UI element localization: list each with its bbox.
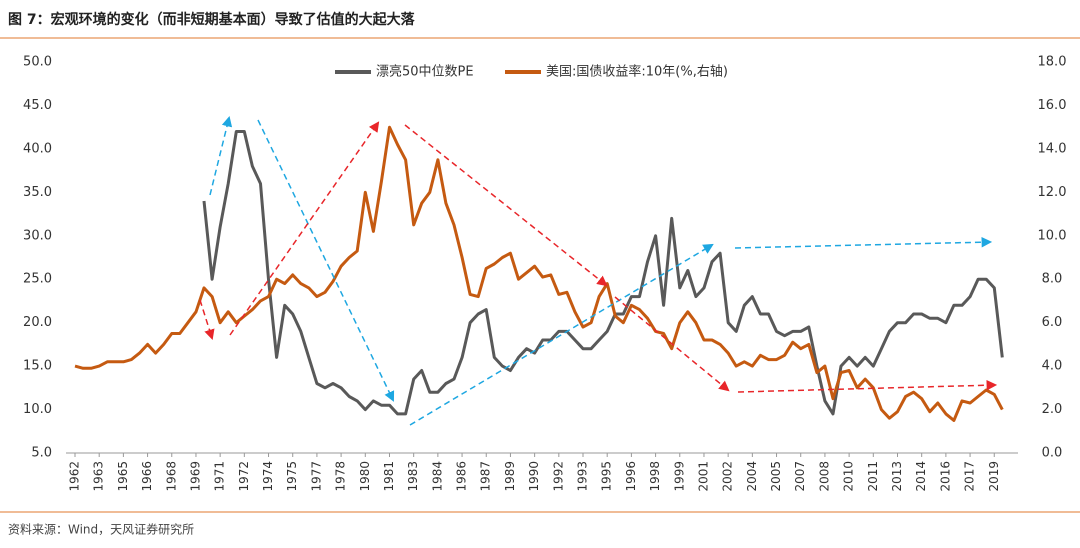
- arrow: [404, 124, 608, 287]
- y2-tick-label: 16.0: [1038, 98, 1067, 113]
- x-tick-label: 2017: [963, 461, 977, 492]
- arrow: [229, 121, 380, 336]
- annotations: [199, 115, 998, 426]
- x-tick-label: 2008: [817, 461, 831, 492]
- y-tick-label: 45.0: [23, 98, 52, 113]
- series-line: [202, 130, 1004, 416]
- arrow: [209, 115, 233, 196]
- y-tick-label: 50.0: [23, 55, 52, 70]
- x-tick-label: 2002: [721, 461, 735, 492]
- x-tick-label: 1980: [358, 461, 372, 492]
- x-tick-label: 2005: [769, 461, 783, 492]
- y2-tick-label: 14.0: [1038, 141, 1067, 156]
- x-tick-label: 2019: [987, 461, 1001, 492]
- x-tick-label: 2007: [793, 461, 807, 492]
- y-tick-label: 5.0: [31, 446, 52, 461]
- y2-tick-label: 8.0: [1042, 272, 1063, 287]
- x-tick-label: 1981: [382, 461, 396, 492]
- x-tick-label: 1996: [624, 461, 638, 492]
- arrow: [409, 243, 714, 426]
- series-line: [74, 125, 1004, 422]
- x-tick-label: 2001: [696, 461, 710, 492]
- y2-tick-label: 18.0: [1038, 55, 1067, 70]
- x-tick-label: 2004: [745, 461, 759, 492]
- x-tick-label: 1989: [503, 461, 517, 492]
- x-tick-label: 1999: [672, 461, 686, 492]
- x-tick-label: 1974: [261, 461, 275, 492]
- x-tick-label: 1992: [551, 461, 565, 492]
- y2-tick-label: 6.0: [1042, 315, 1063, 330]
- x-tick-label: 2016: [938, 461, 952, 492]
- y2-tick-label: 4.0: [1042, 359, 1063, 374]
- legend-label: 美国:国债收益率:10年(%,右轴): [546, 64, 728, 80]
- x-tick-label: 1986: [455, 461, 469, 492]
- x-tick-label: 2010: [842, 461, 856, 492]
- x-tick-label: 1998: [648, 461, 662, 492]
- legend-label: 漂亮50中位数PE: [376, 64, 474, 80]
- x-tick-label: 1977: [309, 461, 323, 492]
- x-tick-label: 2013: [890, 461, 904, 492]
- y2-tick-label: 2.0: [1042, 402, 1063, 417]
- arrow: [734, 236, 993, 249]
- y-tick-label: 10.0: [23, 402, 52, 417]
- x-tick-label: 1987: [479, 461, 493, 492]
- y-tick-label: 30.0: [23, 228, 52, 243]
- x-tick-label: 1966: [140, 461, 154, 492]
- x-tick-label: 1969: [188, 461, 202, 492]
- x-tick-label: 1993: [576, 461, 590, 492]
- x-tick-label: 1972: [237, 461, 251, 492]
- x-tick-label: 1962: [68, 461, 82, 492]
- arrow: [614, 296, 730, 392]
- x-tick-label: 2014: [914, 461, 928, 492]
- y-tick-label: 40.0: [23, 141, 52, 156]
- y2-tick-label: 10.0: [1038, 228, 1067, 243]
- x-tick-label: 1975: [285, 461, 299, 492]
- x-tick-label: 1965: [116, 461, 130, 492]
- x-tick-label: 1984: [430, 461, 444, 492]
- x-tick-label: 1983: [406, 461, 420, 492]
- x-tick-label: 1995: [600, 461, 614, 492]
- arrow: [257, 119, 395, 402]
- y-tick-label: 25.0: [23, 272, 52, 287]
- x-tick-label: 1963: [92, 461, 106, 492]
- source: 资料来源：Wind，天风证券研究所: [8, 522, 194, 537]
- y-tick-label: 20.0: [23, 315, 52, 330]
- y2-tick-label: 12.0: [1038, 185, 1067, 200]
- y-tick-label: 35.0: [23, 185, 52, 200]
- x-tick-label: 1978: [334, 461, 348, 492]
- chart-title: 图 7：宏观环境的变化（而非短期基本面）导致了估值的大起大落: [8, 11, 416, 28]
- plot-area: 5.0 10.0 15.0 20.0 25.0 30.0 35.0 40.0 45.0 50.0 0…: [23, 55, 1066, 492]
- x-tick-label: 2011: [866, 461, 880, 492]
- y-tick-label: 15.0: [23, 359, 52, 374]
- arrow: [199, 299, 215, 341]
- arrow: [737, 379, 998, 393]
- y2-tick-label: 0.0: [1042, 446, 1063, 461]
- x-tick-label: 1968: [164, 461, 178, 492]
- x-tick-label: 1990: [527, 461, 541, 492]
- x-tick-label: 1971: [213, 461, 227, 492]
